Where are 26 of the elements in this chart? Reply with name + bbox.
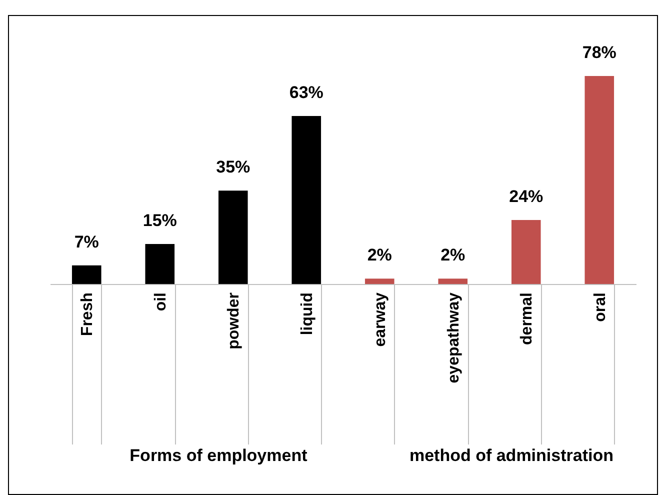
text: method of administration: [409, 446, 614, 465]
bar: [145, 244, 175, 284]
x-tick-label: liquid: [298, 292, 316, 336]
x-tick-label: earway: [372, 292, 390, 347]
data-label: 15%: [142, 211, 177, 230]
text: Forms of employment: [130, 446, 308, 465]
data-label: 78%: [582, 43, 616, 62]
x-tick-label: oil: [152, 292, 170, 312]
x-tick-label: powder: [226, 292, 243, 350]
x-tick-label: Fresh: [79, 292, 96, 336]
bar: [511, 220, 541, 284]
x-tick-label: oral: [592, 292, 609, 322]
data-label: 2%: [367, 246, 392, 265]
bar: [218, 190, 248, 284]
bar: [438, 278, 468, 284]
bar: [292, 116, 322, 284]
bar: [364, 278, 394, 284]
x-tick-label: dermal: [518, 292, 536, 345]
x-tick-label: eyepathway: [445, 292, 462, 384]
bar: [584, 76, 614, 284]
bar: [72, 265, 102, 284]
data-label: 7%: [74, 232, 99, 252]
data-label: 2%: [440, 246, 466, 265]
data-label: 24%: [509, 187, 544, 206]
data-label: 63%: [289, 83, 324, 102]
data-label: 35%: [216, 158, 250, 177]
